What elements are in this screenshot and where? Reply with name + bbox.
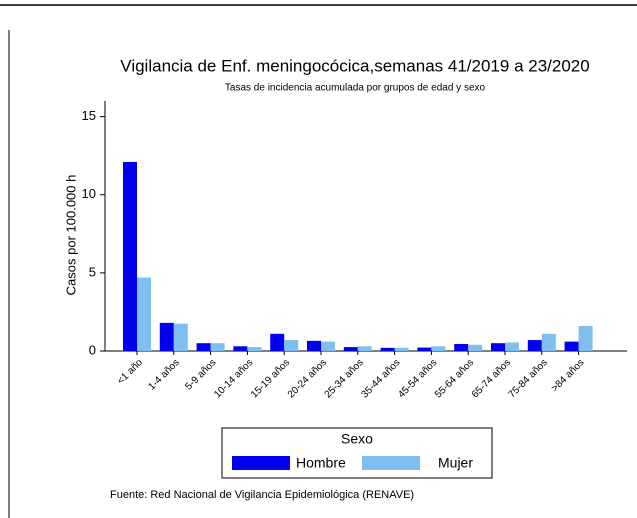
x-tick-label: 15-19 años: [249, 357, 292, 400]
bar: [541, 333, 556, 351]
bar: [454, 343, 469, 351]
x-tick-label: 1-4 años: [146, 357, 181, 392]
bar: [159, 322, 174, 351]
bar: [321, 341, 335, 351]
bar: [247, 347, 262, 351]
bar: [491, 343, 505, 351]
x-tick-label: 25-34 años: [323, 357, 366, 400]
y-tick-label: 0: [89, 342, 96, 357]
legend-swatch: [362, 456, 420, 470]
y-tick-label: 15: [82, 108, 96, 123]
x-tick-label: 10-14 años: [212, 357, 255, 400]
bar: [468, 344, 483, 351]
x-tick-label: 65-74 años: [470, 357, 513, 400]
x-tick-label: 75-84 años: [507, 357, 550, 400]
bar: [578, 326, 593, 351]
legend-label: Mujer: [438, 455, 473, 471]
bar: [284, 340, 299, 351]
x-tick-label: 5-9 años: [183, 357, 218, 392]
bar: [505, 342, 519, 351]
chart-subtitle: Tasas de incidencia acumulada por grupos…: [225, 83, 486, 94]
y-tick-label: 10: [82, 186, 96, 201]
bar: [270, 333, 285, 351]
legend-label: Hombre: [296, 455, 346, 471]
bar: [196, 343, 211, 351]
bar: [343, 347, 358, 351]
bar: [394, 347, 409, 351]
x-tick-label: <1 año: [115, 357, 145, 387]
x-tick-label: >84 años: [550, 357, 587, 394]
y-tick-label: 5: [89, 264, 96, 279]
bar: [431, 346, 446, 351]
bar: [137, 277, 151, 351]
footnote: Fuente: Red Nacional de Vigilancia Epide…: [110, 489, 414, 501]
chart-title: Vigilancia de Enf. meningocócica,semanas…: [120, 56, 589, 75]
legend-swatch: [232, 456, 290, 470]
bar: [233, 346, 248, 351]
x-tick-label: 55-64 años: [433, 357, 476, 400]
x-tick-label: 20-24 años: [286, 357, 329, 400]
x-tick-label: 35-44 años: [359, 357, 402, 400]
legend-box: [221, 427, 493, 479]
bar: [123, 161, 137, 351]
bar: [380, 347, 395, 351]
bar: [357, 346, 372, 351]
bar: [210, 343, 225, 351]
bar: [417, 347, 432, 351]
y-axis-label: Casos por 100.000 h: [63, 175, 78, 296]
bar: [307, 340, 321, 351]
x-tick-label: 45-54 años: [396, 357, 439, 400]
bar: [173, 323, 188, 351]
bar: [527, 340, 542, 351]
legend-title: Sexo: [341, 431, 373, 447]
bar: [564, 341, 579, 351]
